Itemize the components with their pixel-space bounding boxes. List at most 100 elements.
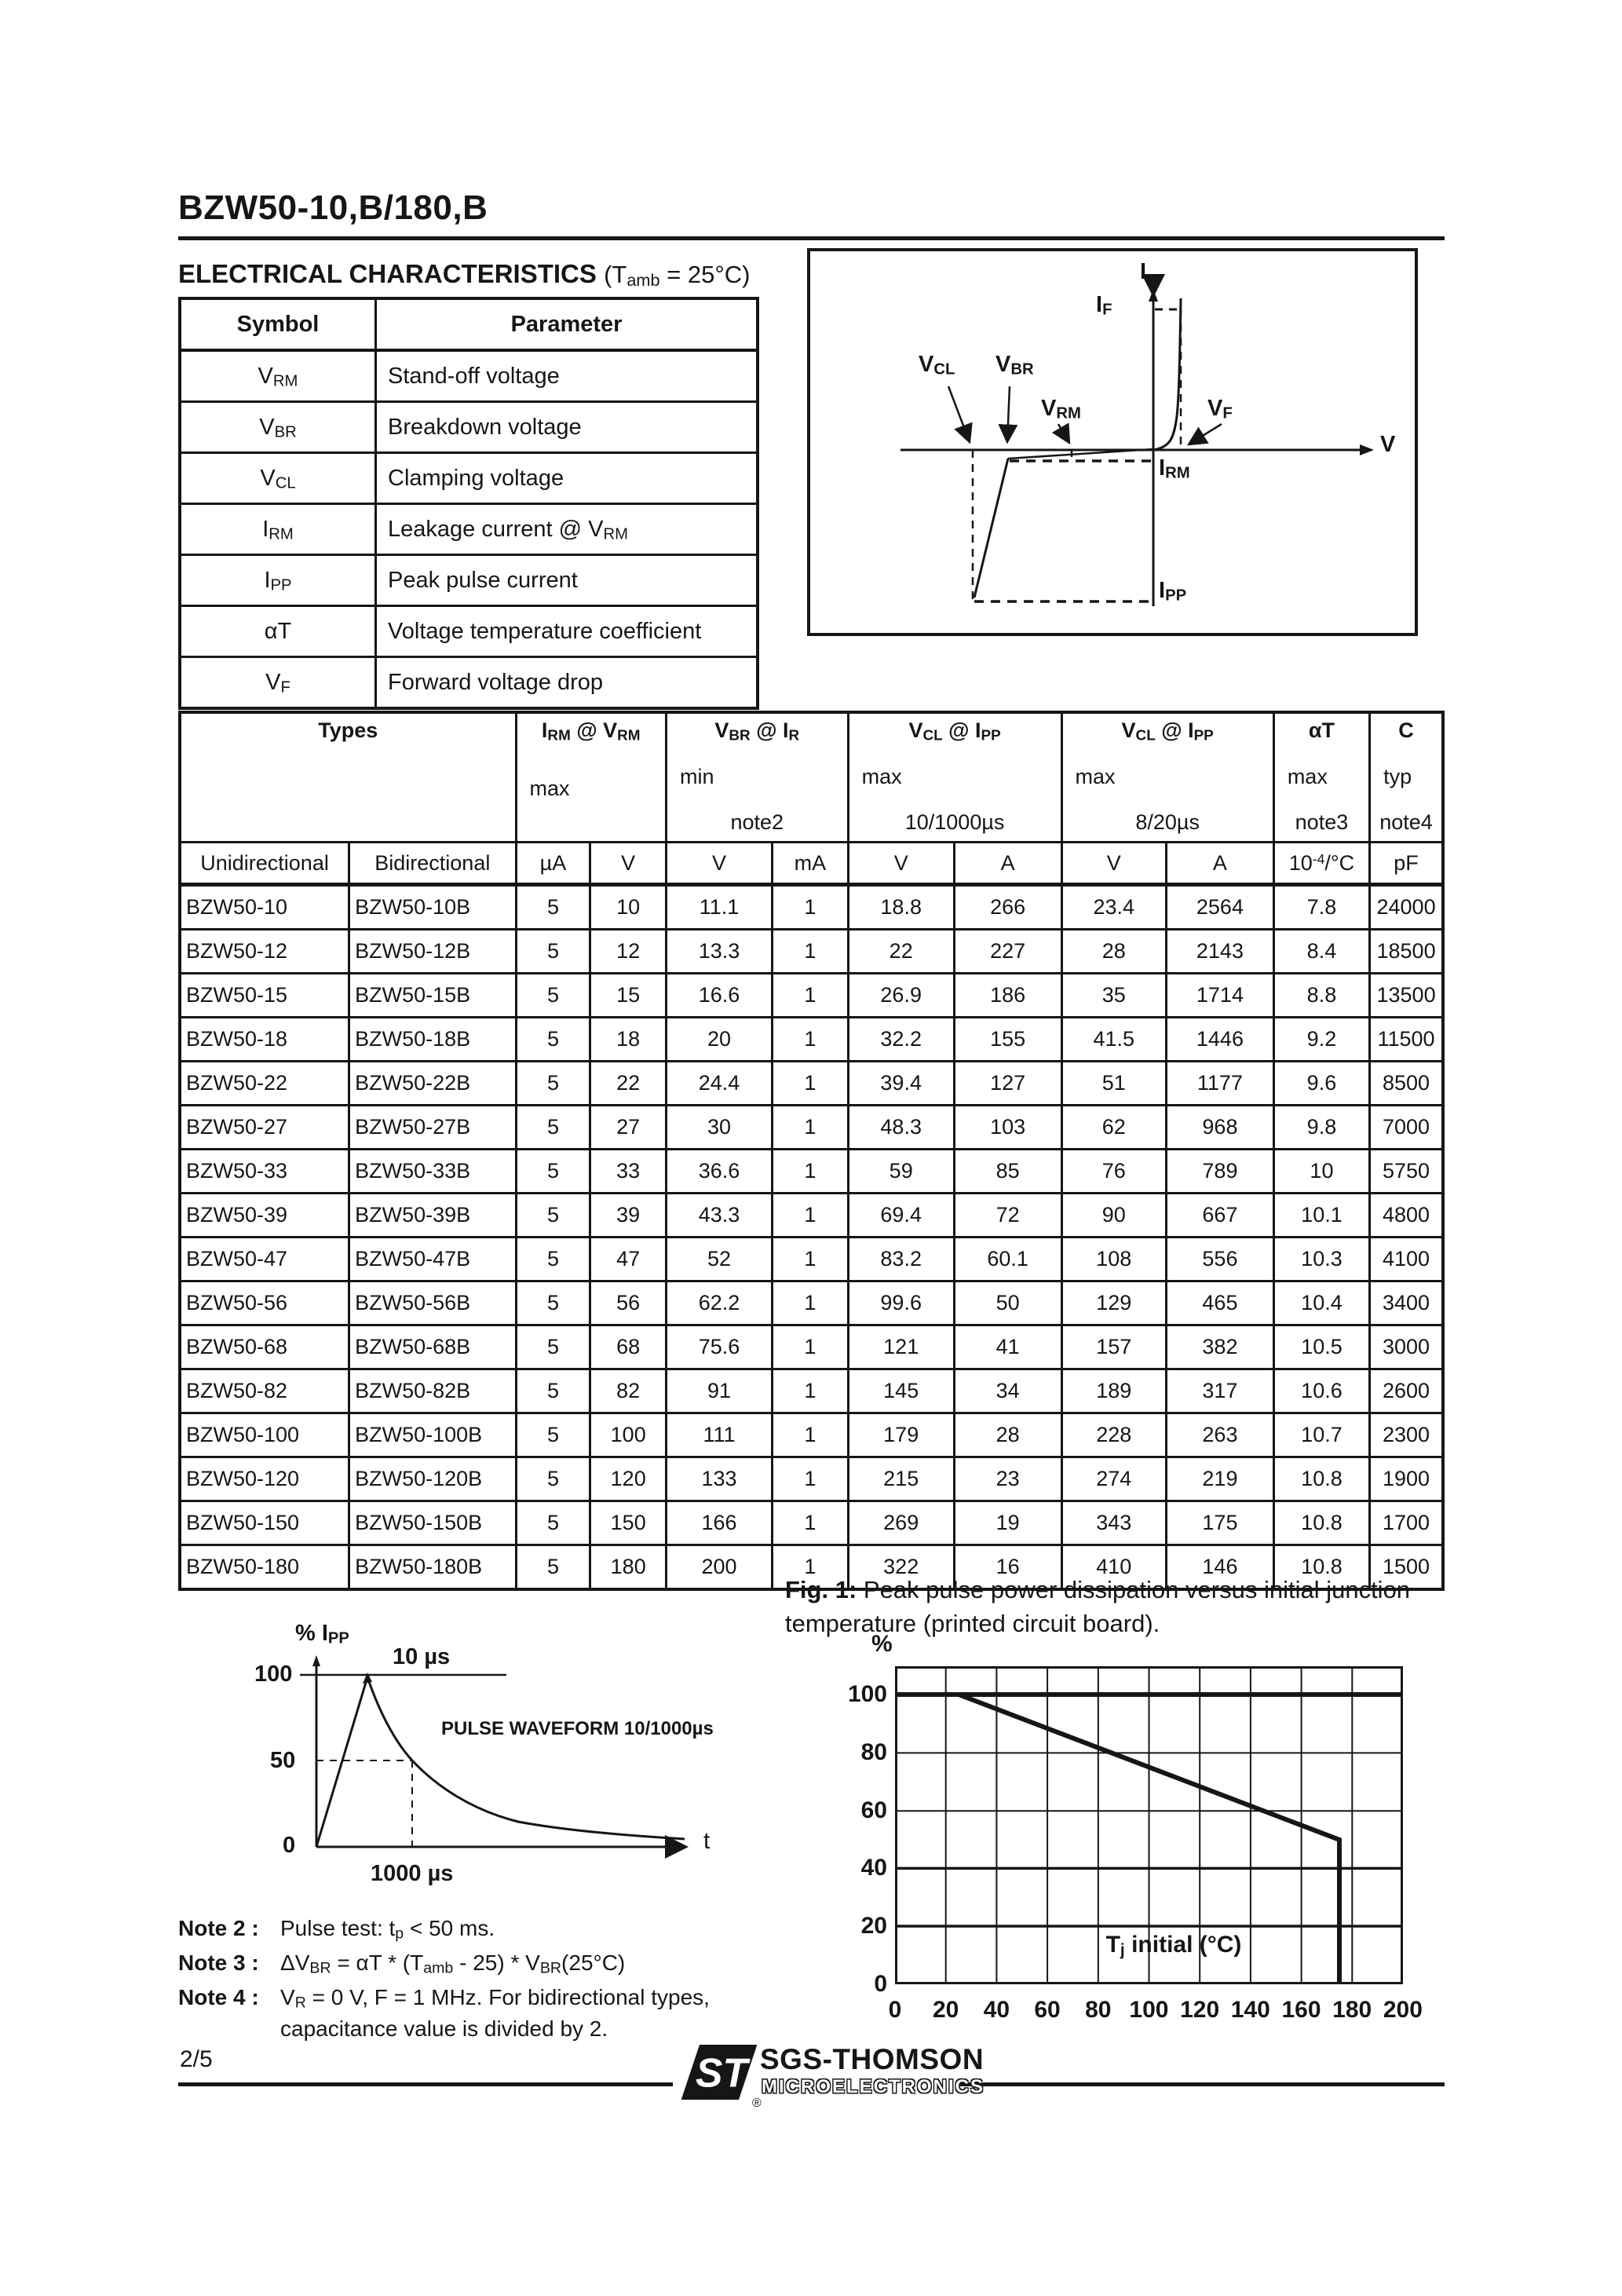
- irm-cell: 5: [514, 1324, 592, 1370]
- vcl-8-20-cell: 157: [1060, 1324, 1168, 1370]
- ipp-8-20-cell: 263: [1165, 1412, 1275, 1458]
- note-2-label: Note 2 :: [178, 1916, 259, 1940]
- unidirectional-type-cell: BZW50-22: [178, 1060, 351, 1106]
- c-cell: 8500: [1368, 1060, 1445, 1106]
- fig1-xlabel: Tj initial (°C): [1105, 1932, 1242, 1959]
- company-logo: ST ® SGS-THOMSON MICROELECTRONICS: [680, 2038, 984, 2117]
- vrm-label: VRM: [1041, 396, 1081, 422]
- section-title: ELECTRICAL CHARACTERISTICS: [178, 259, 597, 288]
- c-cell: 1700: [1368, 1500, 1445, 1546]
- vcl-10-1000-cell: 59: [846, 1148, 955, 1194]
- ipp-10-1000-cell: 19: [952, 1500, 1063, 1546]
- irm-cell: 5: [514, 1192, 592, 1238]
- alphat-cell: 9.2: [1272, 1016, 1372, 1062]
- symbol-table-row: VRM Stand-off voltage: [178, 349, 759, 403]
- alphat-cell: 10: [1272, 1148, 1372, 1194]
- characteristics-table: Types IRM @ VRM max VBR @ IR min note2 V…: [178, 711, 1445, 1591]
- ir-cell: 1: [771, 1500, 849, 1546]
- vrm-cell: 27: [589, 1104, 667, 1150]
- bidirectional-type-cell: BZW50-47B: [348, 1236, 517, 1282]
- unit-cell: pF: [1368, 841, 1445, 887]
- page-number: 2/5: [180, 2046, 213, 2072]
- table-row: BZW50-180 BZW50-180B 5 180 200 1 322 16 …: [178, 1544, 1445, 1591]
- vcl-10-1000-cell: 121: [846, 1324, 955, 1370]
- ipp-10-1000-cell: 186: [952, 972, 1063, 1018]
- unit-cell: Unidirectional: [178, 841, 351, 887]
- alphat-cell: 10.8: [1272, 1500, 1372, 1546]
- alphat-cell: 10.6: [1272, 1368, 1372, 1414]
- unidirectional-type-cell: BZW50-68: [178, 1324, 351, 1370]
- vbr-cell: 111: [664, 1412, 774, 1458]
- vcl-8-20-cell: 274: [1060, 1456, 1168, 1502]
- vbr-cell: 20: [664, 1016, 774, 1062]
- ipp-8-20-cell: 1714: [1165, 972, 1275, 1018]
- c-cell: 11500: [1368, 1016, 1445, 1062]
- ipp-8-20-cell: 2564: [1165, 883, 1275, 930]
- irm-title: IRM @ VRM: [541, 718, 641, 744]
- unit-cell: V: [1060, 841, 1168, 887]
- irm-cell: 5: [514, 972, 592, 1018]
- vcl1-title: VCL @ IPP: [908, 718, 1001, 744]
- c-cell: 4800: [1368, 1192, 1445, 1238]
- vbr-cell: 11.1: [664, 883, 774, 930]
- iv-curve-drawing: [901, 274, 1374, 606]
- irm-cell: 5: [514, 1456, 592, 1502]
- vbr-cell: 16.6: [664, 972, 774, 1018]
- ir-cell: 1: [771, 1412, 849, 1458]
- vcl-8-20-cell: 62: [1060, 1104, 1168, 1150]
- alphat-group-header: αT max note3: [1272, 711, 1372, 843]
- vcl-10-1000-cell: 269: [846, 1500, 955, 1546]
- ipp-10-1000-cell: 60.1: [952, 1236, 1063, 1282]
- note-3-label: Note 3 :: [178, 1951, 259, 1975]
- brand-name: SGS-THOMSON: [760, 2043, 985, 2075]
- ipp-10-1000-cell: 23: [952, 1456, 1063, 1502]
- symbol-table-row: VBR Breakdown voltage: [178, 400, 759, 454]
- parameter-column-header: Parameter: [374, 297, 759, 352]
- vcl-8-20-cell: 51: [1060, 1060, 1168, 1106]
- ir-cell: 1: [771, 1148, 849, 1194]
- vrm-cell: 82: [589, 1368, 667, 1414]
- types-label: Types: [318, 718, 378, 742]
- vcl-8-20-cell: 76: [1060, 1148, 1168, 1194]
- vrm-cell: 15: [589, 972, 667, 1018]
- fig1-plot-area: [895, 1666, 1403, 1984]
- vbr-label: VBR: [995, 352, 1034, 378]
- vbr-cell: 133: [664, 1456, 774, 1502]
- ipp-8-20-cell: 2143: [1165, 928, 1275, 974]
- alphat-cell: 10.4: [1272, 1280, 1372, 1326]
- fig1-caption-number: Fig. 1:: [785, 1576, 857, 1603]
- c-cell: 7000: [1368, 1104, 1445, 1150]
- vcl-8-20-group-header: VCL @ IPP max 8/20µs: [1060, 711, 1275, 843]
- vcl-10-1000-cell: 179: [846, 1412, 955, 1458]
- table-row: BZW50-18 BZW50-18B 5 18 20 1 32.2 155 41…: [178, 1016, 1445, 1062]
- irm-group-header: IRM @ VRM max: [514, 711, 667, 843]
- irm-cell: 5: [514, 928, 592, 974]
- ipp-10-1000-cell: 34: [952, 1368, 1063, 1414]
- ipp-label: IPP: [1159, 578, 1187, 605]
- note-4-continuation: capacitance value is divided by 2.: [280, 2016, 608, 2041]
- vrm-cell: 22: [589, 1060, 667, 1106]
- vcl-8-20-cell: 35: [1060, 972, 1168, 1018]
- symbol-cell: VCL: [178, 452, 377, 505]
- alphat-cell: 9.6: [1272, 1060, 1372, 1106]
- bidirectional-type-cell: BZW50-68B: [348, 1324, 517, 1370]
- ipp-10-1000-cell: 16: [952, 1544, 1063, 1591]
- ipp-8-20-cell: 1177: [1165, 1060, 1275, 1106]
- c-group-header: C typ note4: [1368, 711, 1445, 843]
- vrm-cell: 10: [589, 883, 667, 930]
- bidirectional-type-cell: BZW50-27B: [348, 1104, 517, 1150]
- alphat-cell: 9.8: [1272, 1104, 1372, 1150]
- vbr-cell: 30: [664, 1104, 774, 1150]
- ipp-10-1000-cell: 266: [952, 883, 1063, 930]
- vrm-cell: 56: [589, 1280, 667, 1326]
- c-cell: 24000: [1368, 883, 1445, 930]
- irm-cell: 5: [514, 1280, 592, 1326]
- section-condition: (Tamb = 25°C): [604, 261, 751, 290]
- ipp-10-1000-cell: 103: [952, 1104, 1063, 1150]
- unidirectional-type-cell: BZW50-150: [178, 1500, 351, 1546]
- unit-cell: Bidirectional: [348, 841, 517, 887]
- unidirectional-type-cell: BZW50-120: [178, 1456, 351, 1502]
- irm-cell: 5: [514, 1060, 592, 1106]
- vcl-8-20-cell: 28: [1060, 928, 1168, 974]
